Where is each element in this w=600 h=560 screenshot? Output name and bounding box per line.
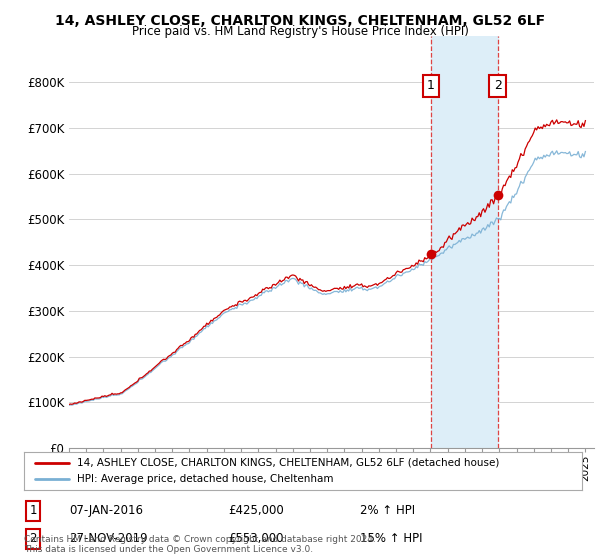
Text: 15% ↑ HPI: 15% ↑ HPI [360,532,422,545]
Text: 2% ↑ HPI: 2% ↑ HPI [360,504,415,517]
Text: 14, ASHLEY CLOSE, CHARLTON KINGS, CHELTENHAM, GL52 6LF (detached house): 14, ASHLEY CLOSE, CHARLTON KINGS, CHELTE… [77,458,499,468]
Text: 27-NOV-2019: 27-NOV-2019 [69,532,148,545]
Text: 2: 2 [29,532,37,545]
Text: HPI: Average price, detached house, Cheltenham: HPI: Average price, detached house, Chel… [77,474,334,484]
Bar [431,36,498,448]
Text: 1: 1 [427,80,435,92]
Text: 07-JAN-2016: 07-JAN-2016 [69,504,143,517]
Text: £425,000: £425,000 [228,504,284,517]
Text: £553,000: £553,000 [228,532,284,545]
Text: Contains HM Land Registry data © Crown copyright and database right 2024.
This d: Contains HM Land Registry data © Crown c… [24,535,376,554]
Text: 14, ASHLEY CLOSE, CHARLTON KINGS, CHELTENHAM, GL52 6LF: 14, ASHLEY CLOSE, CHARLTON KINGS, CHELTE… [55,14,545,28]
Text: Price paid vs. HM Land Registry's House Price Index (HPI): Price paid vs. HM Land Registry's House … [131,25,469,38]
Text: 1: 1 [29,504,37,517]
Text: 2: 2 [494,80,502,92]
